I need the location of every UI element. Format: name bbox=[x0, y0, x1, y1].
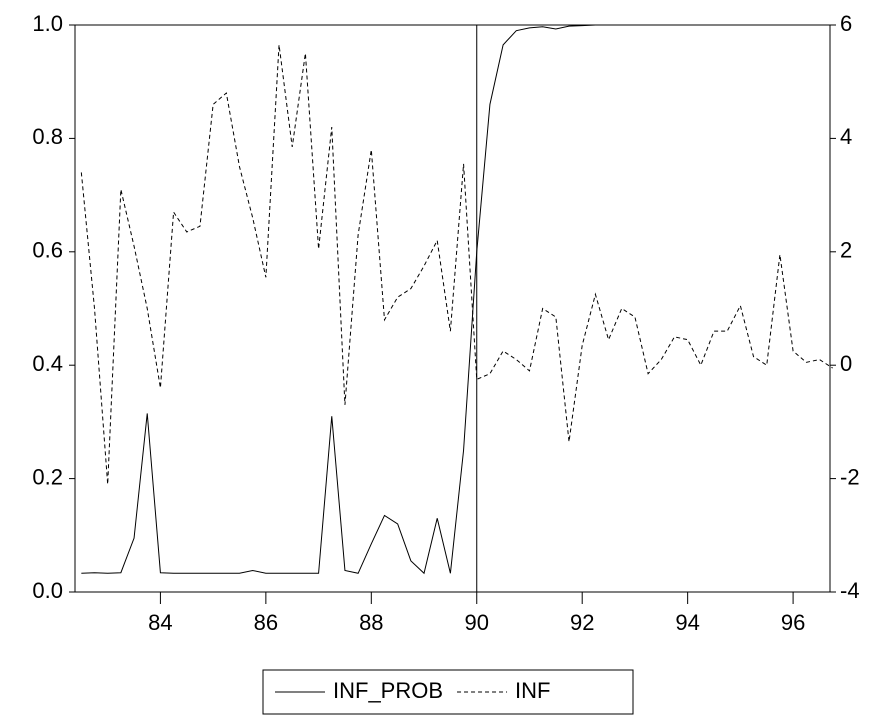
y-tick-label: 0.4 bbox=[32, 351, 63, 376]
y-tick-label: 0.0 bbox=[32, 578, 63, 603]
y2-tick-label: -2 bbox=[840, 464, 860, 489]
series-line bbox=[81, 24, 807, 575]
plot-frame bbox=[74, 24, 831, 593]
legend-box bbox=[262, 669, 634, 715]
y2-tick-label: -4 bbox=[840, 578, 860, 603]
x-tick-label: 88 bbox=[359, 610, 383, 635]
y-tick-label: 0.8 bbox=[32, 124, 63, 149]
x-tick-label: 94 bbox=[675, 610, 699, 635]
series-line bbox=[80, 44, 833, 485]
y2-tick-label: 2 bbox=[840, 238, 852, 263]
y-tick-label: 1.0 bbox=[32, 11, 63, 36]
x-tick-label: 90 bbox=[465, 610, 489, 635]
x-tick-label: 84 bbox=[148, 610, 172, 635]
x-tick-label: 96 bbox=[781, 610, 805, 635]
x-tick-label: 92 bbox=[570, 610, 594, 635]
y2-tick-label: 6 bbox=[840, 11, 852, 36]
legend-label: INF bbox=[515, 678, 550, 703]
y-tick-label: 0.6 bbox=[32, 238, 63, 263]
legend-label: INF_PROB bbox=[333, 678, 443, 703]
x-tick-label: 86 bbox=[254, 610, 278, 635]
y2-tick-label: 4 bbox=[840, 124, 852, 149]
y-tick-label: 0.2 bbox=[32, 464, 63, 489]
y2-tick-label: 0 bbox=[840, 351, 852, 376]
